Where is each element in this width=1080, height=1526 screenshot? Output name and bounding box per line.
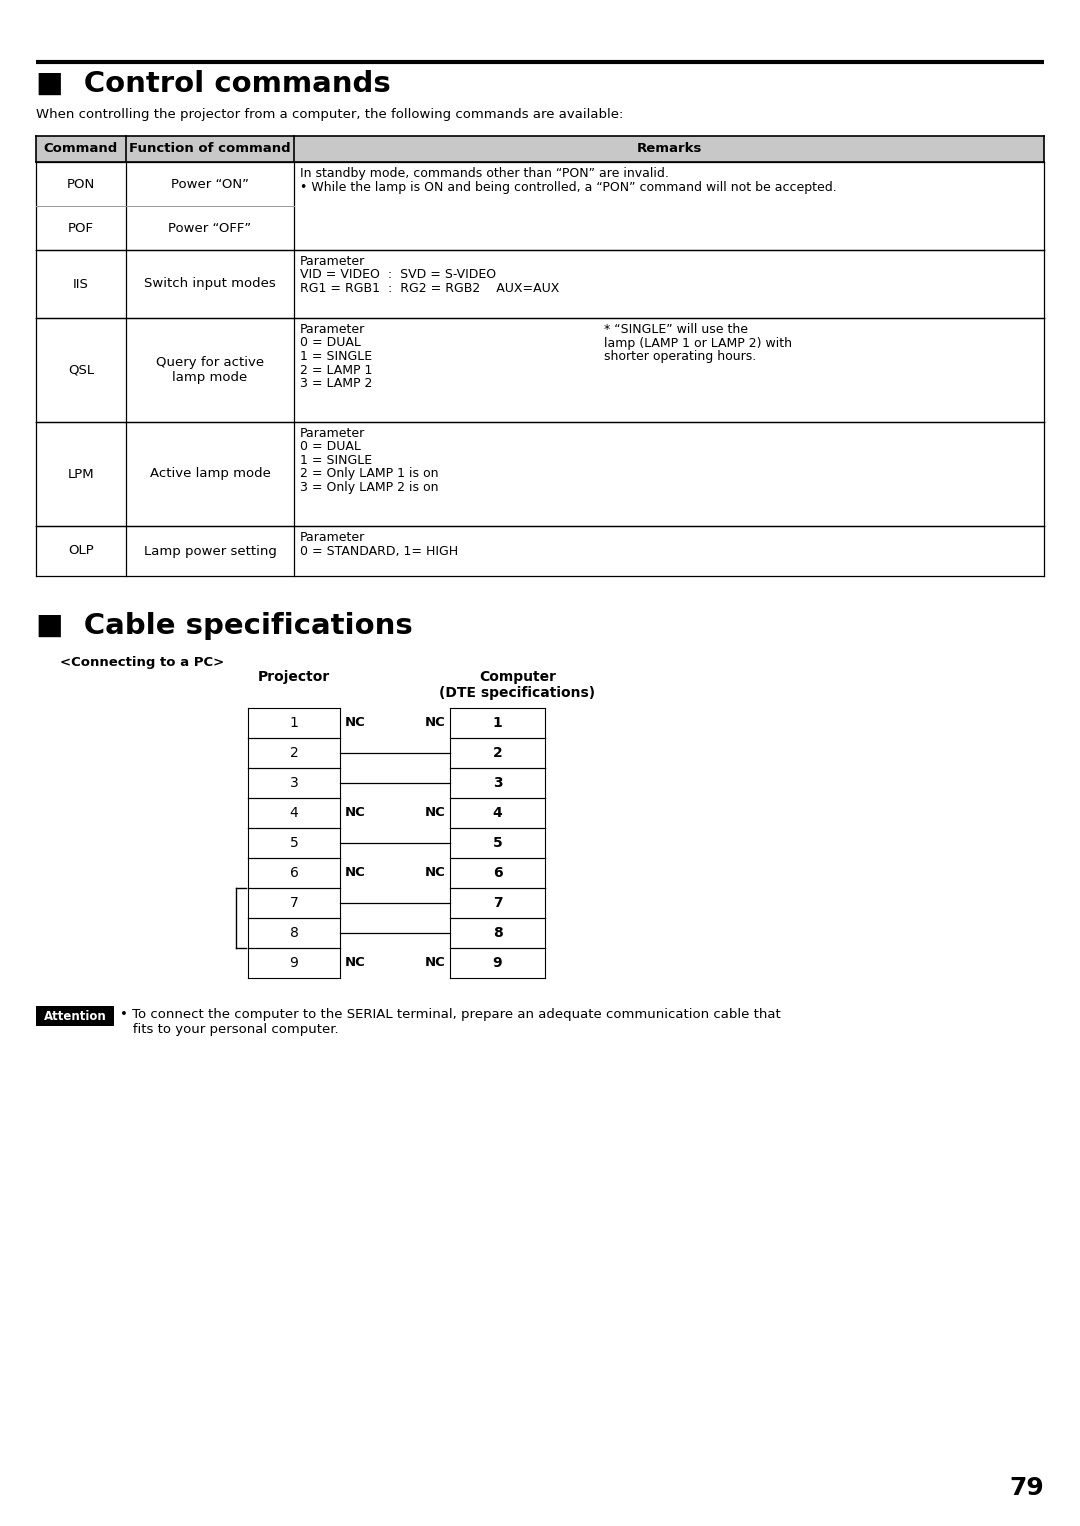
Text: Projector: Projector: [258, 670, 330, 684]
Text: 6: 6: [492, 865, 502, 881]
Text: When controlling the projector from a computer, the following commands are avail: When controlling the projector from a co…: [36, 108, 623, 121]
Text: 8: 8: [492, 926, 502, 940]
Text: 3: 3: [289, 777, 298, 790]
Text: In standby mode, commands other than “PON” are invalid.: In standby mode, commands other than “PO…: [300, 166, 669, 180]
Text: IIS: IIS: [73, 278, 89, 290]
Text: 1: 1: [289, 716, 298, 729]
Text: Computer
(DTE specifications): Computer (DTE specifications): [440, 670, 595, 700]
Text: PON: PON: [67, 177, 95, 191]
Text: shorter operating hours.: shorter operating hours.: [604, 349, 756, 363]
Text: 2: 2: [289, 746, 298, 760]
Text: NC: NC: [424, 807, 445, 819]
Text: Parameter: Parameter: [300, 427, 365, 439]
Text: 3 = LAMP 2: 3 = LAMP 2: [300, 377, 373, 391]
Text: 3 = Only LAMP 2 is on: 3 = Only LAMP 2 is on: [300, 481, 438, 494]
Text: Function of command: Function of command: [130, 142, 291, 156]
Text: LPM: LPM: [68, 467, 94, 481]
Text: 8: 8: [289, 926, 298, 940]
Text: Lamp power setting: Lamp power setting: [144, 545, 276, 557]
Text: 4: 4: [492, 806, 502, 819]
Text: QSL: QSL: [68, 363, 94, 377]
Text: NC: NC: [424, 867, 445, 879]
Text: 1 = SINGLE: 1 = SINGLE: [300, 349, 373, 363]
Text: 1 = SINGLE: 1 = SINGLE: [300, 455, 373, 467]
Text: Active lamp mode: Active lamp mode: [149, 467, 270, 481]
Text: 4: 4: [289, 806, 298, 819]
Text: 5: 5: [289, 836, 298, 850]
Text: <Connecting to a PC>: <Connecting to a PC>: [60, 656, 225, 668]
Text: 7: 7: [289, 896, 298, 909]
Text: 0 = DUAL: 0 = DUAL: [300, 441, 361, 453]
Text: 79: 79: [1009, 1476, 1044, 1500]
Text: 7: 7: [492, 896, 502, 909]
Text: NC: NC: [424, 957, 445, 969]
Text: 3: 3: [492, 777, 502, 790]
Text: Switch input modes: Switch input modes: [144, 278, 275, 290]
Text: NC: NC: [424, 717, 445, 729]
Text: Power “ON”: Power “ON”: [171, 177, 249, 191]
Text: ■  Cable specifications: ■ Cable specifications: [36, 612, 413, 639]
Text: RG1 = RGB1  :  RG2 = RGB2    AUX=AUX: RG1 = RGB1 : RG2 = RGB2 AUX=AUX: [300, 282, 559, 295]
Text: Query for active
lamp mode: Query for active lamp mode: [156, 356, 265, 385]
Text: 5: 5: [492, 836, 502, 850]
Text: 0 = STANDARD, 1= HIGH: 0 = STANDARD, 1= HIGH: [300, 545, 458, 557]
Text: 9: 9: [492, 955, 502, 971]
Bar: [36, 136, 1044, 162]
Text: OLP: OLP: [68, 545, 94, 557]
Text: 0 = DUAL: 0 = DUAL: [300, 337, 361, 349]
Bar: [36, 1006, 114, 1025]
Text: 2 = Only LAMP 1 is on: 2 = Only LAMP 1 is on: [300, 467, 438, 481]
Text: lamp (LAMP 1 or LAMP 2) with: lamp (LAMP 1 or LAMP 2) with: [604, 337, 792, 349]
Text: Attention: Attention: [43, 1010, 106, 1022]
Text: NC: NC: [345, 717, 366, 729]
Text: 1: 1: [492, 716, 502, 729]
Text: ■  Control commands: ■ Control commands: [36, 70, 391, 98]
Text: 2: 2: [492, 746, 502, 760]
Text: 6: 6: [289, 865, 298, 881]
Text: NC: NC: [345, 867, 366, 879]
Text: 9: 9: [289, 955, 298, 971]
Text: • To connect the computer to the SERIAL terminal, prepare an adequate communicat: • To connect the computer to the SERIAL …: [120, 1009, 781, 1036]
Text: • While the lamp is ON and being controlled, a “PON” command will not be accepte: • While the lamp is ON and being control…: [300, 180, 837, 194]
Text: * “SINGLE” will use the: * “SINGLE” will use the: [604, 324, 748, 336]
Text: Parameter: Parameter: [300, 531, 365, 543]
Text: Power “OFF”: Power “OFF”: [168, 221, 252, 235]
Text: NC: NC: [345, 957, 366, 969]
Text: Remarks: Remarks: [636, 142, 702, 156]
Text: 2 = LAMP 1: 2 = LAMP 1: [300, 363, 373, 377]
Text: Parameter: Parameter: [300, 255, 365, 269]
Text: NC: NC: [345, 807, 366, 819]
Text: Command: Command: [44, 142, 118, 156]
Text: VID = VIDEO  :  SVD = S-VIDEO: VID = VIDEO : SVD = S-VIDEO: [300, 269, 496, 281]
Text: POF: POF: [68, 221, 94, 235]
Text: Parameter: Parameter: [300, 324, 365, 336]
